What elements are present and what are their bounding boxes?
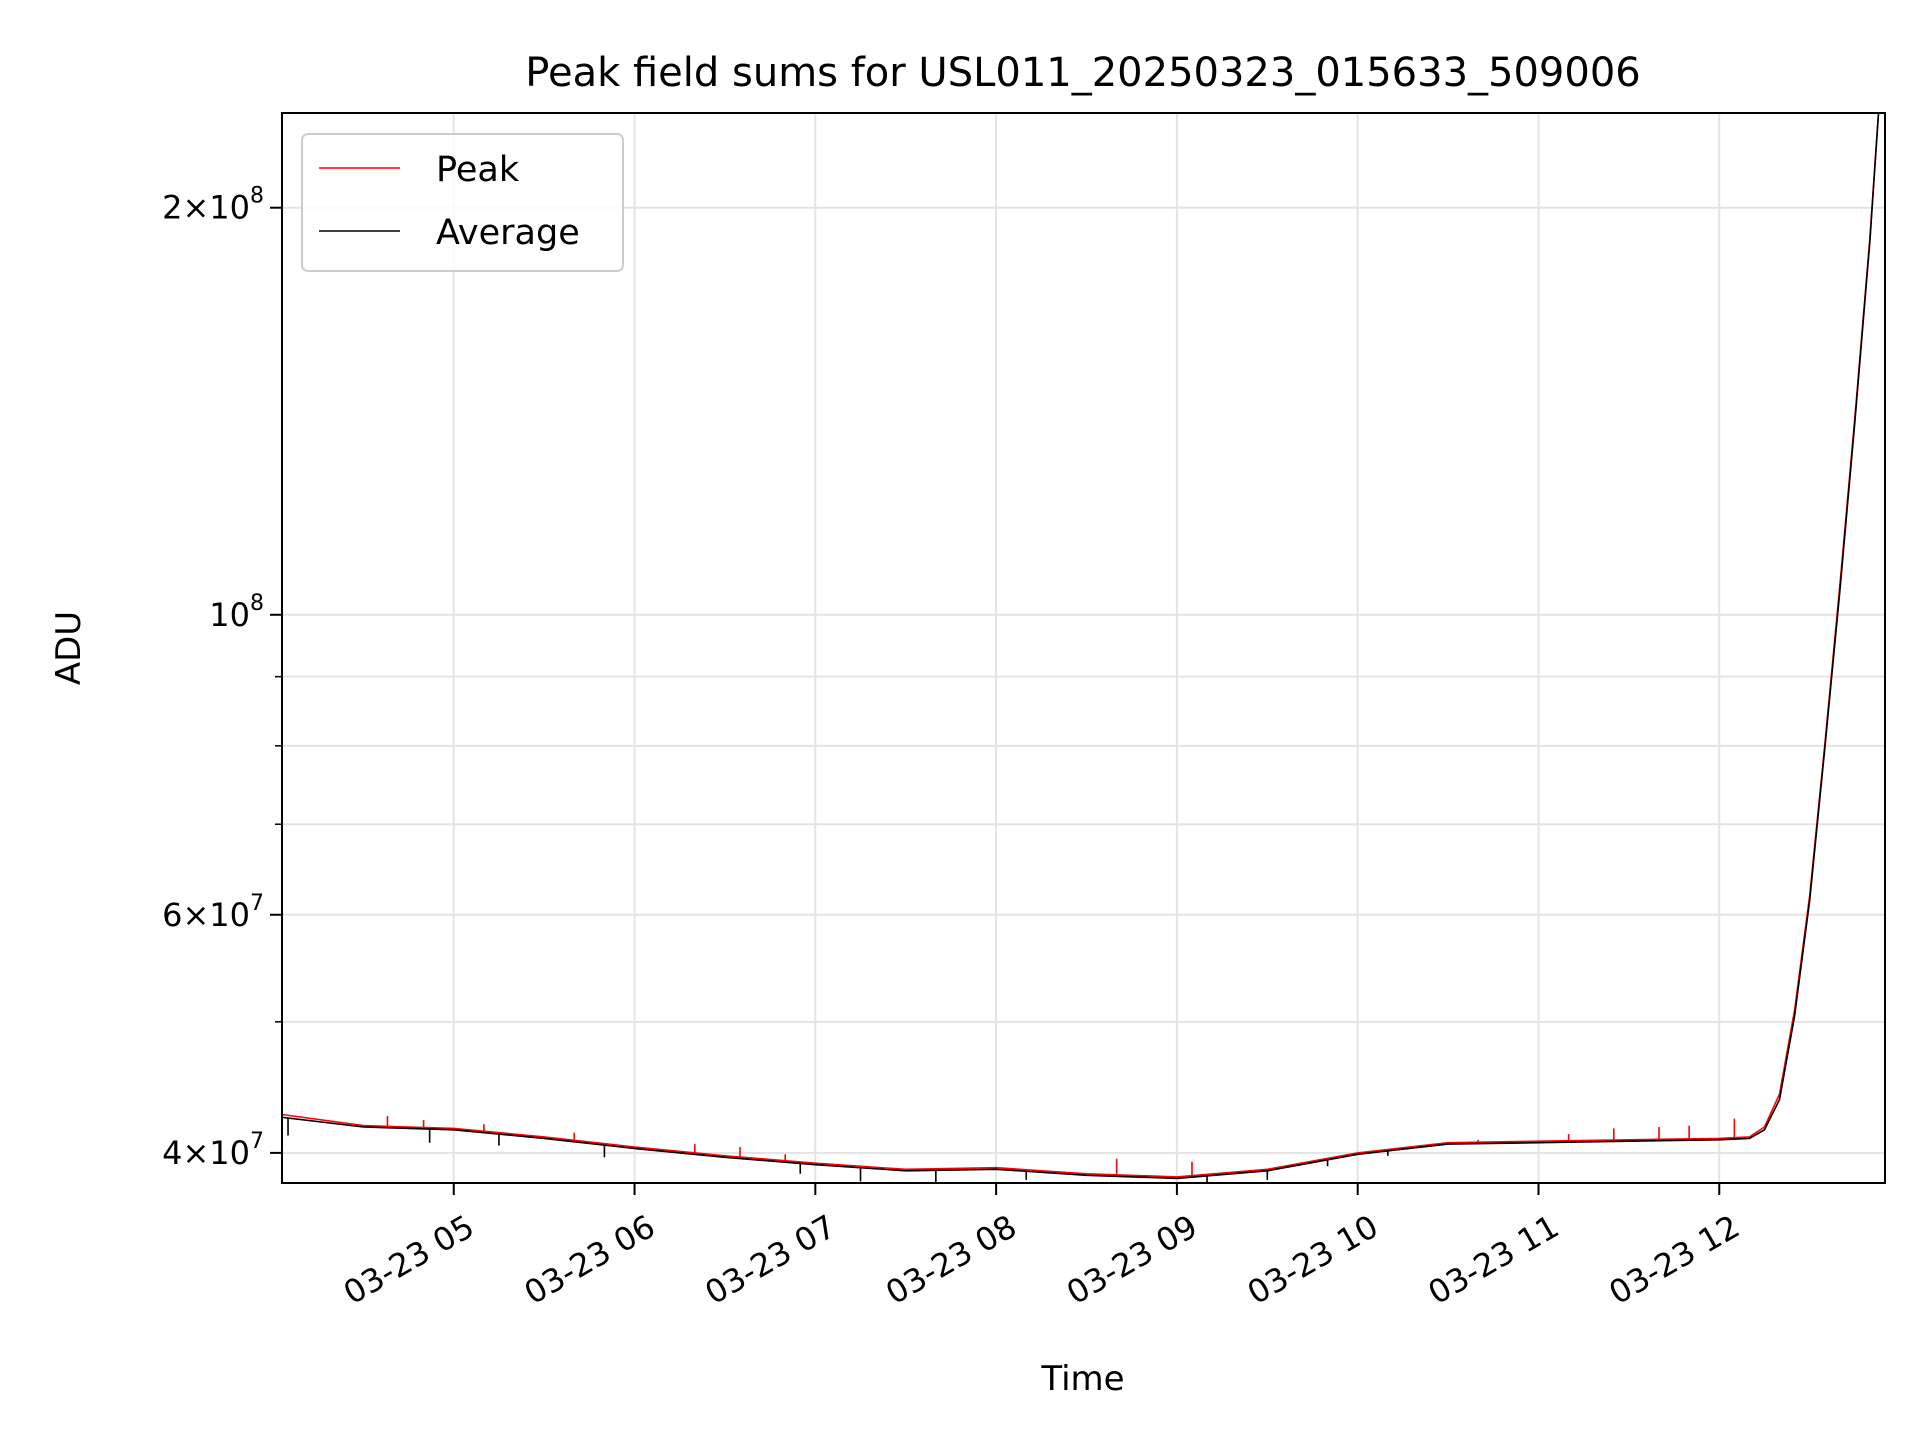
y-tick-times: × [182, 1134, 209, 1172]
legend: Peak Average [301, 133, 624, 272]
y-tick-label: 6×107 [162, 891, 264, 934]
y-tick-times: × [182, 896, 209, 934]
x-axis-label: Time [1040, 1359, 1124, 1399]
y-tick-mantissa: 6 [162, 896, 182, 934]
chart-title: Peak field sums for USL011_20250323_0156… [525, 50, 1640, 96]
y-tick-base: 10 [209, 596, 250, 634]
y-tick-label: 108 [209, 591, 264, 634]
y-tick-label: 4×107 [162, 1129, 264, 1172]
y-tick-mantissa: 2 [162, 189, 182, 227]
y-tick-exponent: 7 [250, 1129, 264, 1154]
y-tick-base: 10 [209, 1134, 250, 1172]
plot-series-group [282, 113, 1880, 1183]
y-tick-base: 10 [209, 896, 250, 934]
legend-label-peak: Peak [436, 150, 520, 190]
y-tick-mantissa: 4 [162, 1134, 182, 1172]
y-tick-label: 2×108 [162, 184, 264, 227]
y-tick-times: × [182, 189, 209, 227]
legend-label-average: Average [436, 213, 580, 253]
y-tick-exponent: 8 [250, 591, 264, 616]
y-axis-label: ADU [49, 611, 89, 685]
y-tick-base: 10 [209, 189, 250, 227]
series-line-average [282, 113, 1880, 1180]
plot-frame [281, 112, 1886, 1184]
y-tick-exponent: 7 [250, 891, 264, 916]
y-tick-exponent: 8 [250, 184, 264, 209]
